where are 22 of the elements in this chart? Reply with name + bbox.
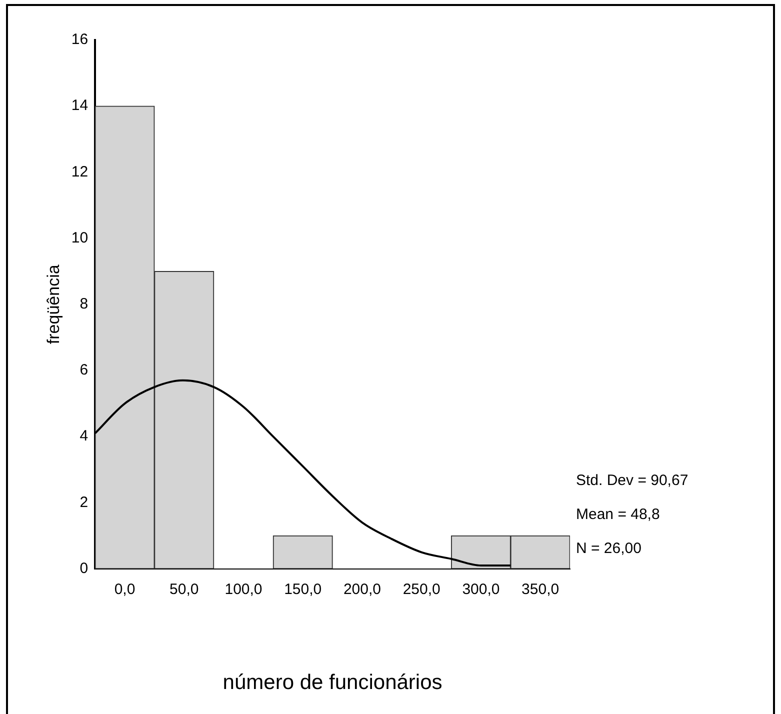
x-tick-label: 50,0 (170, 580, 199, 598)
x-tick-label: 300,0 (462, 580, 500, 598)
y-tick-label: 2 (80, 494, 88, 511)
x-tick-label: 100,0 (224, 580, 262, 598)
x-tick-label: 250,0 (402, 580, 440, 598)
text: N = 26,00 (576, 540, 642, 557)
x-tick-label: 350,0 (522, 580, 560, 598)
text: Mean = 48,8 (576, 506, 660, 523)
y-axis-title: freqüência (44, 264, 63, 344)
x-tick-label: 150,0 (284, 580, 322, 598)
y-tick-label: 12 (71, 163, 88, 180)
y-tick-label: 0 (80, 560, 88, 577)
y-tick-label: 16 (71, 31, 88, 48)
y-tick-label: 4 (80, 428, 88, 445)
y-tick-label: 8 (80, 296, 88, 313)
text: Std. Dev = 90,67 (576, 472, 688, 489)
y-tick-label: 14 (71, 97, 88, 114)
y-tick-label: 10 (71, 229, 88, 246)
y-tick-label: 6 (80, 362, 88, 379)
x-axis-title: número de funcionários (222, 671, 442, 694)
x-tick-label: 200,0 (343, 580, 381, 598)
x-tick-label: 0,0 (114, 580, 136, 598)
